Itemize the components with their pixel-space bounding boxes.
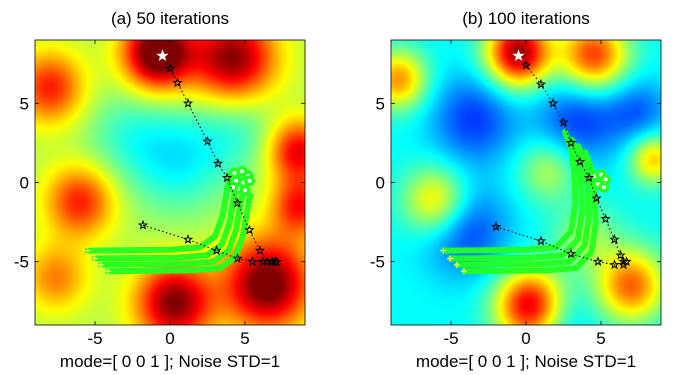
panel-b-heatmap-image — [391, 40, 661, 325]
panel-b-xticks: -5 0 5 — [443, 40, 606, 348]
panel-a-star-1-5 — [257, 256, 269, 267]
panel-a-heatmap-image — [35, 40, 305, 325]
panel-a-star-1-2 — [211, 245, 222, 255]
panel-a-star-0-2 — [172, 77, 183, 88]
panel-b-star-1-2 — [565, 248, 577, 259]
panel-a-star-1-7 — [271, 256, 282, 267]
panel-b-marks — [440, 49, 632, 275]
panel-b-cluster-point-2 — [603, 177, 608, 182]
panel-a: (a) 50 iterations -5 0 5 -5 0 5 mode=[ 0 0 1… — [14, 9, 306, 371]
panel-a-star-0-8 — [244, 224, 255, 235]
panel-b-trajectory-0 — [440, 128, 579, 254]
panel-a-dotted-path-1 — [142, 224, 277, 263]
panel-a-star-0-0 — [156, 49, 169, 62]
panel-b-start-cross-1 — [447, 255, 454, 262]
panel-b-star-0-1 — [520, 59, 532, 70]
panel-b-star-0-2 — [535, 78, 547, 89]
panel-b-star-0-6 — [574, 156, 586, 167]
panel-b-ytick-label-2: 5 — [376, 94, 385, 113]
panel-b-star-0-0 — [512, 49, 525, 62]
panel-b-xtick-label-0: -5 — [443, 329, 458, 348]
panel-b-xtick-label-2: 5 — [596, 329, 605, 348]
panel-a-cluster-point-0 — [232, 171, 237, 175]
panel-b-star-1-4 — [609, 259, 620, 270]
panel-a-yticks: -5 0 5 — [14, 94, 305, 272]
panel-a-star-0-7 — [232, 197, 243, 208]
panel-b-star-0-8 — [591, 192, 602, 203]
panel-a-xtick-label-0: -5 — [87, 329, 102, 348]
panel-b-star-0-7 — [583, 172, 595, 183]
panel-b-star-1-1 — [535, 235, 547, 246]
panel-b-xtick-label-1: 0 — [521, 329, 530, 348]
panel-a-xtick-label-2: 5 — [240, 329, 249, 348]
panel-a-star-1-1 — [182, 234, 194, 244]
panel-a-marks — [84, 49, 282, 275]
panel-b-star-1-3 — [592, 256, 604, 267]
panel-a-ytick-label-1: 0 — [20, 174, 29, 193]
panel-a-star-1-0 — [137, 219, 149, 230]
panel-a-ytick-label-2: 5 — [20, 94, 29, 113]
panel-a-cluster-point-1 — [240, 169, 244, 174]
panel-b-star-1-0 — [490, 221, 502, 232]
panel-a-cluster-point-3 — [234, 178, 238, 183]
panel-a-star-0-3 — [182, 97, 194, 108]
panel-a-star-1-3 — [232, 253, 243, 263]
panel-a-cluster-point-5 — [247, 178, 252, 183]
panel-a-star-0-1 — [164, 63, 176, 73]
panel-a-star-0-6 — [221, 172, 233, 183]
panel-a-xlabel: mode=[ 0 0 1 ]; Noise STD=1 — [60, 352, 280, 371]
panel-b-title: (b) 100 iterations — [462, 9, 590, 28]
panel-a-start-cross-2 — [98, 261, 104, 268]
panel-a-trajectory-2 — [98, 185, 247, 268]
panel-a-cluster-point-7 — [243, 188, 247, 193]
panel-a-xtick-label-1: 0 — [165, 329, 174, 348]
panel-b-start-cross-2 — [454, 261, 460, 268]
panel-a-title: (a) 50 iterations — [111, 9, 229, 28]
panel-b-star-0-13 — [621, 256, 632, 267]
panel-b-ytick-label-0: -5 — [370, 253, 385, 272]
panel-b-star-0-11 — [615, 249, 626, 260]
panel-b-star-1-5 — [618, 256, 629, 267]
panel-b-star-0-5 — [565, 137, 577, 148]
panel-b-ytick-label-1: 0 — [376, 174, 385, 193]
panel-a-star-0-9 — [254, 245, 266, 255]
panel-a-plot — [34, 39, 306, 326]
panel-b-star-0-10 — [609, 234, 620, 244]
panel-b-start-cross-3 — [460, 268, 467, 275]
panel-a-start-cross-3 — [104, 268, 111, 275]
panel-b: (b) 100 iterations -5 0 5 -5 0 5 mode=[ 0 0 … — [370, 9, 662, 371]
panel-b-start-cross-0 — [440, 247, 447, 254]
panel-a-star-0-5 — [212, 158, 224, 168]
panel-a-cluster-point-8 — [231, 185, 235, 190]
panel-a-trajectory-0 — [84, 171, 233, 254]
panel-b-plot — [390, 39, 662, 326]
panel-b-trajectory-2 — [454, 143, 592, 268]
panel-b-star-0-9 — [600, 213, 611, 224]
panel-a-xticks: -5 0 5 — [87, 40, 250, 348]
panel-a-start-cross-0 — [84, 247, 91, 254]
panel-b-star-0-4 — [558, 116, 569, 127]
panel-b-xlabel: mode=[ 0 0 1 ]; Noise STD=1 — [416, 352, 636, 371]
panel-b-yticks: -5 0 5 — [370, 94, 661, 272]
panel-a-ytick-label-0: -5 — [14, 253, 29, 272]
panel-a-start-cross-1 — [91, 255, 98, 262]
panel-a-star-1-4 — [247, 256, 258, 267]
panel-b-star-0-3 — [547, 97, 559, 108]
panel-a-star-0-4 — [202, 135, 213, 146]
panel-b-cluster-point-4 — [602, 185, 606, 190]
panel-a-trajectory-1 — [91, 179, 240, 262]
